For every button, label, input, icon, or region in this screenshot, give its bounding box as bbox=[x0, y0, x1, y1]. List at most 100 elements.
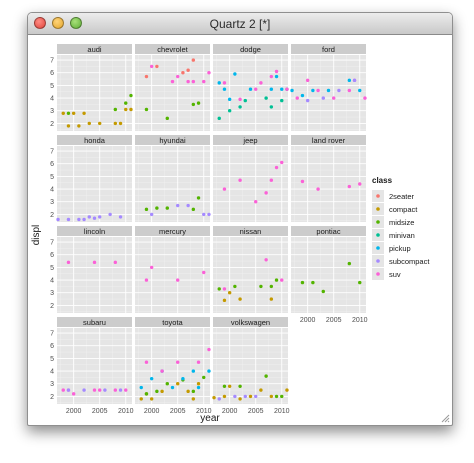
facet-strip bbox=[135, 135, 210, 145]
data-point bbox=[191, 102, 196, 107]
data-point bbox=[222, 87, 227, 91]
data-point bbox=[170, 79, 175, 84]
legend-label: minivan bbox=[389, 231, 415, 240]
x-tick-label: 2000 bbox=[144, 408, 160, 415]
facet-panel bbox=[291, 146, 366, 222]
data-point bbox=[358, 280, 362, 285]
facet-panel bbox=[135, 55, 210, 131]
facet-panel bbox=[135, 237, 210, 313]
data-point bbox=[337, 88, 341, 93]
legend-label: suv bbox=[389, 270, 401, 279]
data-point bbox=[316, 88, 320, 93]
data-point bbox=[144, 278, 149, 282]
facet-strip-label: toyota bbox=[162, 318, 183, 327]
data-point bbox=[358, 88, 362, 93]
data-point bbox=[233, 72, 237, 76]
data-point bbox=[66, 217, 71, 222]
x-tick-label: 2010 bbox=[274, 408, 290, 415]
data-point bbox=[202, 79, 206, 84]
data-point bbox=[108, 212, 112, 217]
data-point bbox=[191, 58, 196, 62]
data-point bbox=[259, 81, 263, 85]
data-point bbox=[347, 88, 352, 93]
data-point bbox=[155, 206, 159, 210]
x-tick-label: 2010 bbox=[352, 317, 368, 324]
data-point bbox=[113, 388, 118, 392]
data-point bbox=[144, 392, 149, 396]
data-point bbox=[280, 98, 284, 103]
y-tick-label: 5 bbox=[50, 356, 54, 363]
data-point bbox=[222, 298, 227, 303]
close-button[interactable] bbox=[34, 17, 46, 29]
data-point bbox=[191, 389, 196, 394]
data-point bbox=[207, 212, 211, 217]
facet-panel bbox=[291, 237, 366, 313]
facet-panel bbox=[213, 146, 288, 222]
data-point bbox=[186, 389, 190, 394]
data-point bbox=[227, 291, 232, 295]
data-point bbox=[285, 87, 289, 91]
data-point bbox=[87, 121, 91, 126]
data-point bbox=[264, 191, 268, 195]
y-tick-label: 3 bbox=[50, 290, 54, 297]
data-point bbox=[82, 388, 86, 392]
data-point bbox=[92, 260, 97, 265]
minimize-button[interactable] bbox=[52, 17, 64, 29]
facet-panel bbox=[57, 55, 132, 131]
data-point bbox=[217, 287, 221, 291]
data-point bbox=[238, 297, 242, 301]
data-point bbox=[56, 217, 60, 222]
facet-panel bbox=[291, 55, 366, 131]
resize-grip-icon[interactable] bbox=[440, 413, 450, 423]
data-point bbox=[144, 107, 149, 112]
data-point bbox=[222, 81, 227, 85]
data-point bbox=[196, 385, 201, 390]
data-point bbox=[202, 212, 206, 217]
data-point bbox=[139, 385, 143, 390]
data-point bbox=[186, 203, 190, 208]
data-point bbox=[77, 124, 81, 128]
facet-strip bbox=[213, 226, 288, 236]
y-tick-label: 6 bbox=[50, 70, 54, 77]
data-point bbox=[269, 105, 274, 109]
facet-strip-label: subaru bbox=[83, 318, 106, 327]
data-point bbox=[269, 74, 274, 79]
data-point bbox=[129, 93, 133, 98]
data-point bbox=[217, 116, 221, 121]
data-point bbox=[113, 107, 118, 112]
data-point bbox=[149, 397, 154, 401]
data-point bbox=[233, 284, 237, 289]
title-bar[interactable]: Quartz 2 [*] bbox=[28, 13, 452, 35]
data-point bbox=[254, 394, 258, 399]
x-tick-label: 2005 bbox=[248, 408, 264, 415]
x-tick-label: 2010 bbox=[196, 408, 212, 415]
legend-title: class bbox=[372, 176, 393, 185]
data-point bbox=[259, 388, 263, 392]
y-tick-label: 2 bbox=[50, 303, 54, 310]
data-point bbox=[196, 360, 201, 364]
data-point bbox=[321, 96, 325, 100]
data-point bbox=[311, 88, 315, 93]
data-point bbox=[274, 74, 279, 79]
facet-strip-label: land rover bbox=[312, 136, 346, 145]
data-point bbox=[202, 375, 206, 380]
data-point bbox=[98, 388, 102, 392]
data-point bbox=[92, 388, 97, 392]
data-point bbox=[181, 376, 185, 381]
legend-key-point bbox=[376, 259, 380, 263]
legend-key-point bbox=[376, 207, 380, 211]
data-point bbox=[196, 101, 201, 105]
data-point bbox=[160, 369, 164, 373]
data-point bbox=[300, 179, 305, 184]
data-point bbox=[98, 121, 102, 126]
data-point bbox=[222, 287, 227, 291]
data-point bbox=[280, 278, 284, 282]
data-point bbox=[207, 347, 211, 352]
data-point bbox=[305, 78, 310, 83]
zoom-button[interactable] bbox=[70, 17, 82, 29]
data-point bbox=[363, 96, 367, 100]
data-point bbox=[202, 270, 206, 275]
y-tick-label: 2 bbox=[50, 212, 54, 219]
y-tick-label: 3 bbox=[50, 108, 54, 115]
data-point bbox=[176, 382, 180, 386]
